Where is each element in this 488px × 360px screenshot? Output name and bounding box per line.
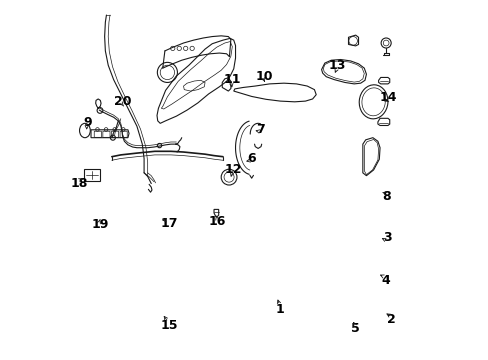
- Text: 13: 13: [328, 59, 346, 72]
- Text: 1: 1: [275, 303, 284, 316]
- Text: 20: 20: [114, 95, 131, 108]
- Text: 6: 6: [247, 152, 255, 165]
- Text: 16: 16: [208, 215, 226, 228]
- Text: 4: 4: [381, 274, 390, 287]
- Text: 10: 10: [255, 69, 272, 82]
- Text: 5: 5: [350, 322, 359, 335]
- Text: 15: 15: [160, 319, 178, 332]
- Text: 12: 12: [224, 163, 241, 176]
- Text: 17: 17: [160, 216, 178, 230]
- Text: 3: 3: [383, 231, 391, 244]
- Text: 7: 7: [256, 123, 264, 136]
- Text: 11: 11: [223, 73, 240, 86]
- Text: 19: 19: [91, 218, 108, 231]
- Text: 2: 2: [386, 313, 395, 327]
- Text: 18: 18: [70, 177, 87, 190]
- Text: 14: 14: [378, 91, 396, 104]
- Text: 9: 9: [83, 116, 92, 129]
- Text: 8: 8: [381, 190, 389, 203]
